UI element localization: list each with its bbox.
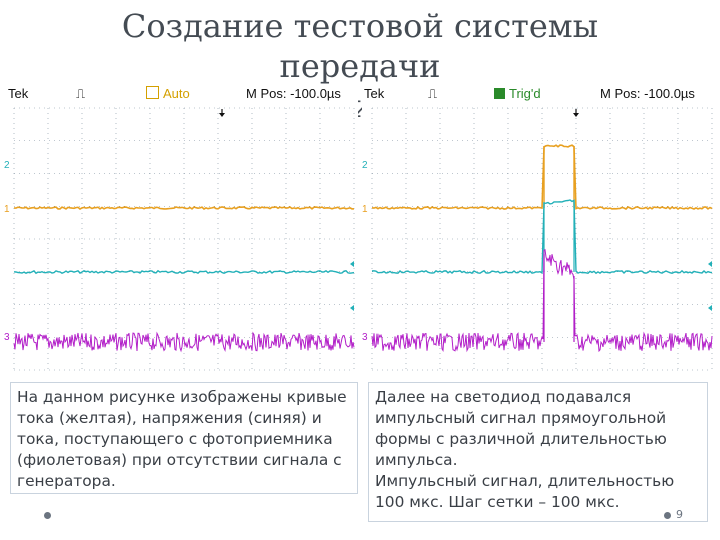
channel-marker: 3	[362, 332, 368, 343]
trigger-arrow-icon	[219, 113, 225, 117]
voltage-trace	[371, 199, 713, 275]
trigger-level-arrow-icon	[708, 305, 712, 311]
caption-left-text: На данном рисунке изображены кривые тока…	[17, 388, 347, 490]
channel-marker: 1	[362, 204, 368, 215]
oscilloscope-screen-right: Tek ⎍ Trig'd M Pos: -100.0µs 2 1 3	[362, 84, 716, 374]
channel-marker: 2	[362, 160, 368, 171]
voltage-trace	[13, 269, 355, 275]
trigger-level-arrow-icon	[350, 305, 354, 311]
channel-marker: 2	[4, 160, 10, 171]
scope-right-mpos: M Pos: -100.0µs	[600, 86, 695, 101]
decor-dot-left	[44, 512, 51, 519]
photodetector-trace	[371, 248, 713, 353]
oscilloscope-screen-left: Tek ⎍ Auto M Pos: -100.0µs 2 1 3	[4, 84, 358, 374]
scope-left-mpos: M Pos: -100.0µs	[246, 86, 341, 101]
photodetector-trace	[13, 331, 355, 353]
caption-right-text-2: Импульсный сигнал, длительностью 100 мкс…	[375, 472, 675, 511]
title-line-1: Создание тестовой системы передачи	[121, 7, 599, 85]
scope-right-brand: Tek	[364, 86, 385, 101]
scope-left-mode-label: Auto	[163, 86, 190, 101]
scope-left-trigger-icon: ⎍	[76, 86, 86, 101]
voltage-level-arrow-icon	[708, 261, 712, 267]
current-pulse-edges	[543, 146, 575, 208]
scope-right-plot: 2 1 3	[362, 107, 713, 371]
scope-right-mode-label: Trig'd	[509, 86, 541, 101]
trigger-arrow-icon	[573, 113, 579, 117]
scope-left-brand: Tek	[8, 86, 29, 101]
channel-marker: 1	[4, 204, 10, 215]
page-number: 9	[676, 508, 683, 521]
scope-right-mode-box-icon	[494, 88, 505, 99]
scope-left-plot: 2 1 3	[4, 107, 355, 371]
scope-left-mode-box-icon	[146, 86, 159, 99]
current-trace	[371, 144, 713, 210]
voltage-pulse-edges	[543, 202, 575, 272]
current-trace	[13, 206, 355, 210]
scope-right-trigger-icon: ⎍	[428, 86, 438, 101]
channel-marker: 3	[4, 332, 10, 343]
scope-left-mode: Auto	[146, 84, 190, 104]
decor-dot-right	[664, 512, 671, 519]
caption-right: Далее на светодиод подавался импульсный …	[368, 382, 708, 522]
scope-right-mode: Trig'd	[494, 84, 541, 104]
caption-right-text-1: Далее на светодиод подавался импульсный …	[375, 388, 667, 469]
caption-left: На данном рисунке изображены кривые тока…	[10, 382, 358, 494]
voltage-level-arrow-icon	[350, 261, 354, 267]
